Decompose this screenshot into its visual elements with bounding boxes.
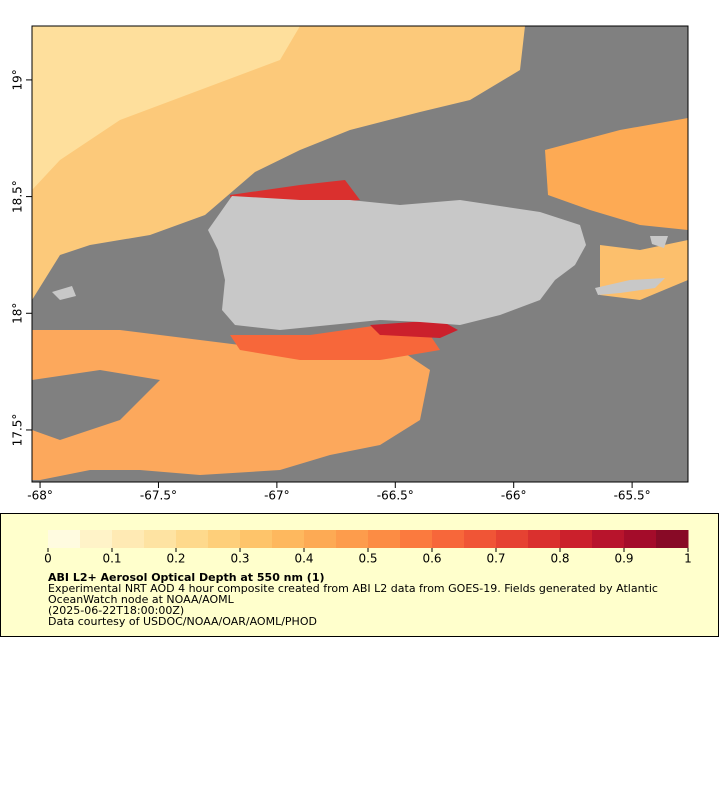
map-image [31, 25, 689, 483]
colorbar-tick-label: 0 [44, 552, 52, 566]
colorbar-swatch [272, 530, 305, 548]
colorbar-swatch [336, 530, 369, 548]
colorbar-swatch [240, 530, 273, 548]
colorbar-swatch [112, 530, 145, 548]
aerosol-region [32, 330, 430, 480]
colorbar-tick-label: 0.6 [422, 552, 441, 566]
colorbar-tick-label: 1 [684, 552, 692, 566]
colorbar-swatch [656, 530, 689, 548]
x-tick-label: -67.5° [140, 489, 177, 503]
colorbar-tick-label: 0.1 [102, 552, 121, 566]
colorbar-tick-label: 0.2 [166, 552, 185, 566]
colorbar-swatch [176, 530, 209, 548]
y-tick-label: 17.5° [11, 414, 25, 447]
colorbar-swatch [560, 530, 593, 548]
colorbar-swatch [400, 530, 433, 548]
colorbar: 0 0.1 0.2 0.3 0.4 0.5 0.6 0.7 0.8 0.9 1 [44, 530, 692, 566]
colorbar-swatch [528, 530, 561, 548]
axes: -68° -67.5° -67° -66.5° -66° -65.5° 17.5° 18° 18… [11, 69, 651, 502]
colorbar-swatch [144, 530, 177, 548]
colorbar-swatch [80, 530, 113, 548]
colorbar-tick-label: 0.9 [614, 552, 633, 566]
aerosol-region [370, 320, 458, 338]
colorbar-swatch [208, 530, 241, 548]
caption-title: ABI L2+ Aerosol Optical Depth at 550 nm … [48, 571, 325, 584]
land-puerto-rico [208, 196, 586, 330]
colorbar-tick-label: 0.5 [358, 552, 377, 566]
caption-line: Experimental NRT AOD 4 hour composite cr… [48, 582, 658, 595]
no-data-region [32, 370, 160, 440]
colorbar-swatch [592, 530, 625, 548]
colorbar-tick-label: 0.7 [486, 552, 505, 566]
colorbar-swatch [464, 530, 497, 548]
colorbar-swatch [304, 530, 337, 548]
land-mona [52, 286, 76, 300]
land-vieques [595, 278, 665, 295]
colorbar-swatch [624, 530, 657, 548]
colorbar-swatch [368, 530, 401, 548]
colorbar-tick-label: 0.8 [550, 552, 569, 566]
caption-line: Data courtesy of USDOC/NOAA/OAR/AOML/PHO… [48, 615, 317, 628]
y-tick-label: 18° [11, 303, 25, 324]
x-tick-label: -67° [264, 489, 290, 503]
x-tick-label: -66.5° [377, 489, 414, 503]
y-tick-label: 19° [11, 69, 25, 90]
colorbar-tick-label: 0.3 [230, 552, 249, 566]
x-tick-label: -65.5° [614, 489, 651, 503]
caption-line: (2025-06-22T18:00:00Z) [48, 604, 184, 617]
aerosol-region [545, 118, 688, 230]
map-frame [31, 25, 689, 483]
colorbar-swatch [432, 530, 465, 548]
colorbar-tick-label: 0.4 [294, 552, 313, 566]
colorbar-swatch [48, 530, 81, 548]
y-tick-label: 18.5° [11, 180, 25, 213]
x-tick-label: -68° [27, 489, 53, 503]
caption-line: OceanWatch node at NOAA/AOML [48, 593, 235, 606]
land-culebra [650, 236, 668, 248]
aerosol-region [32, 26, 300, 190]
colorbar-swatch [496, 530, 529, 548]
x-tick-label: -66° [501, 489, 527, 503]
